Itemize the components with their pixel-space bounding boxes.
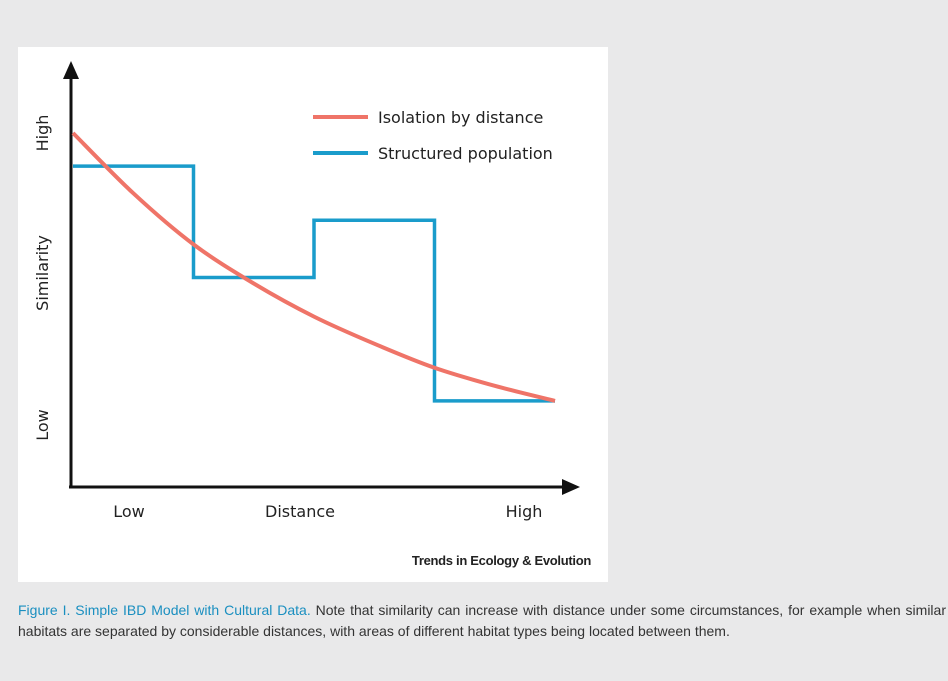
caption-body: Note that similarity can increase with d… [18,602,946,639]
x-tick-high: High [506,502,543,521]
legend-label-isolation-by-distance: Isolation by distance [378,108,543,127]
caption-title: Figure I. Simple IBD Model with Cultural… [18,602,311,618]
series-line-structured-population [73,164,555,403]
figure-panel: Low Distance High High Similarity Low Is… [18,47,608,582]
y-tick-low: Low [33,409,52,441]
legend: Isolation by distance Structured populat… [313,108,553,163]
axes [63,61,580,495]
journal-credit: Trends in Ecology & Evolution [412,553,591,568]
legend-label-structured-population: Structured population [378,144,553,163]
x-axis-arrowhead [562,479,580,495]
series-layer [71,131,556,403]
y-axis-label: Similarity [33,235,52,311]
figure-caption: Figure I. Simple IBD Model with Cultural… [18,600,946,642]
x-tick-low: Low [113,502,145,521]
y-axis-arrowhead [63,61,79,79]
chart: Low Distance High High Similarity Low Is… [33,61,592,568]
series-line-isolation-by-distance [71,131,556,403]
y-tick-high: High [33,115,52,152]
x-axis-label: Distance [265,502,335,521]
